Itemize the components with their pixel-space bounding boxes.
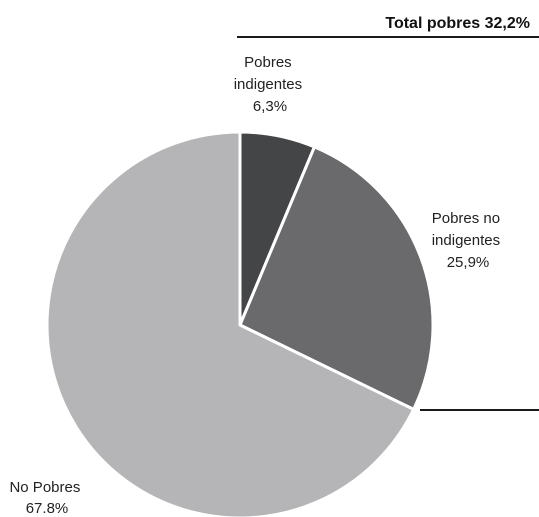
- slice-label-pobres-indigentes-line2: indigentes: [234, 76, 302, 93]
- slice-label-pobres-no-indigentes-line1: Pobres no: [432, 210, 500, 227]
- slice-label-pobres-no-indigentes-line2: indigentes: [432, 232, 500, 249]
- pie-slices: [45, 130, 435, 517]
- slice-value-pobres-indigentes: 6,3%: [253, 98, 287, 115]
- total-pobres-label: Total pobres 32,2%: [385, 15, 530, 32]
- slice-label-pobres-indigentes: Pobres indigentes 6,3%: [234, 54, 307, 115]
- slice-label-no-pobres: No Pobres 67.8%: [9, 479, 84, 517]
- slice-value-no-pobres: 67.8%: [26, 500, 69, 517]
- slice-label-pobres-no-indigentes: Pobres no indigentes 25,9%: [432, 210, 505, 271]
- slice-label-pobres-indigentes-line1: Pobres: [244, 54, 292, 71]
- slice-label-no-pobres-line1: No Pobres: [9, 479, 80, 496]
- pie-slice-pobres-no-indigentes: [238, 145, 435, 411]
- slice-value-pobres-no-indigentes: 25,9%: [447, 254, 490, 271]
- pie-slice-no-pobres: [45, 130, 416, 517]
